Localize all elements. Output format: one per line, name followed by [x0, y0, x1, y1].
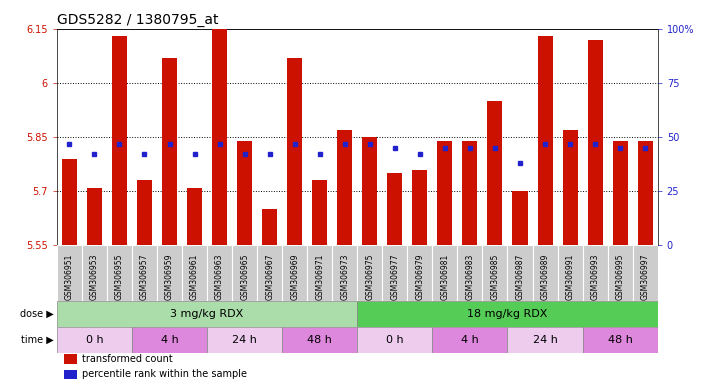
Bar [608, 245, 633, 301]
Text: 0 h: 0 h [386, 335, 404, 345]
Text: GSM306995: GSM306995 [616, 254, 625, 300]
Text: GSM306953: GSM306953 [90, 254, 99, 300]
Text: GSM306959: GSM306959 [165, 254, 174, 300]
Text: GSM306971: GSM306971 [315, 254, 324, 300]
Bar [383, 245, 407, 301]
Text: GSM306977: GSM306977 [390, 254, 400, 300]
Text: GSM306967: GSM306967 [265, 254, 274, 300]
Text: GSM306985: GSM306985 [491, 254, 499, 300]
Bar [437, 141, 452, 245]
Bar [582, 245, 608, 301]
Bar [462, 141, 478, 245]
Bar [358, 245, 383, 301]
Bar [87, 188, 102, 245]
Text: GSM306991: GSM306991 [565, 254, 574, 300]
Bar [613, 141, 628, 245]
Bar [508, 327, 582, 353]
Bar [237, 141, 252, 245]
Text: GSM306951: GSM306951 [65, 254, 74, 300]
Text: GSM306979: GSM306979 [415, 254, 424, 300]
Text: GSM306961: GSM306961 [190, 254, 199, 300]
Text: 0 h: 0 h [85, 335, 103, 345]
Bar [282, 245, 307, 301]
Bar [307, 245, 332, 301]
Bar [432, 245, 457, 301]
Bar [257, 245, 282, 301]
Bar [633, 245, 658, 301]
Bar [557, 245, 582, 301]
Bar [212, 11, 227, 245]
Bar [132, 245, 157, 301]
Bar [337, 130, 352, 245]
Text: GSM306969: GSM306969 [290, 254, 299, 300]
Text: GSM306955: GSM306955 [115, 254, 124, 300]
Bar [488, 101, 503, 245]
Bar [57, 245, 82, 301]
Bar [582, 327, 658, 353]
Text: 48 h: 48 h [307, 335, 332, 345]
Bar [407, 245, 432, 301]
Text: 48 h: 48 h [608, 335, 633, 345]
Bar [358, 301, 658, 327]
Bar [287, 58, 302, 245]
Bar [457, 245, 483, 301]
Bar [513, 191, 528, 245]
Bar [508, 245, 533, 301]
Text: 4 h: 4 h [461, 335, 479, 345]
Text: GSM306963: GSM306963 [215, 254, 224, 300]
Bar [387, 173, 402, 245]
Bar [132, 327, 207, 353]
Bar [137, 180, 152, 245]
Bar [432, 327, 508, 353]
Text: GSM306987: GSM306987 [515, 254, 525, 300]
Text: percentile rank within the sample: percentile rank within the sample [82, 369, 247, 379]
Text: GSM306989: GSM306989 [540, 254, 550, 300]
Bar [82, 245, 107, 301]
Text: GSM306997: GSM306997 [641, 254, 650, 300]
Bar [332, 245, 358, 301]
Text: time ▶: time ▶ [21, 335, 53, 345]
Bar [107, 245, 132, 301]
Bar [182, 245, 207, 301]
Bar [587, 40, 603, 245]
Bar [157, 245, 182, 301]
Bar [363, 137, 378, 245]
Text: GSM306975: GSM306975 [365, 254, 374, 300]
Bar [533, 245, 557, 301]
Bar [232, 245, 257, 301]
Text: 3 mg/kg RDX: 3 mg/kg RDX [171, 309, 244, 319]
Bar [262, 209, 277, 245]
Bar [187, 188, 202, 245]
Text: dose ▶: dose ▶ [20, 309, 53, 319]
Text: GSM306981: GSM306981 [440, 254, 449, 300]
Bar [358, 327, 432, 353]
Text: GSM306973: GSM306973 [341, 254, 349, 300]
Text: 4 h: 4 h [161, 335, 178, 345]
Bar [638, 141, 653, 245]
Bar [562, 130, 577, 245]
Bar [207, 245, 232, 301]
Text: transformed count: transformed count [82, 354, 173, 364]
Bar [162, 58, 177, 245]
Text: GSM306957: GSM306957 [140, 254, 149, 300]
Text: GSM306965: GSM306965 [240, 254, 249, 300]
Bar [62, 159, 77, 245]
Bar [57, 301, 358, 327]
Bar [412, 170, 427, 245]
Text: GSM306983: GSM306983 [466, 254, 474, 300]
Bar [112, 36, 127, 245]
Text: 24 h: 24 h [533, 335, 557, 345]
Text: 24 h: 24 h [232, 335, 257, 345]
Bar [538, 36, 552, 245]
Text: GSM306993: GSM306993 [591, 254, 599, 300]
Bar [483, 245, 508, 301]
Bar [312, 180, 327, 245]
Bar [207, 327, 282, 353]
Text: 18 mg/kg RDX: 18 mg/kg RDX [467, 309, 547, 319]
Text: GDS5282 / 1380795_at: GDS5282 / 1380795_at [57, 13, 218, 27]
Bar [282, 327, 358, 353]
Bar [57, 327, 132, 353]
